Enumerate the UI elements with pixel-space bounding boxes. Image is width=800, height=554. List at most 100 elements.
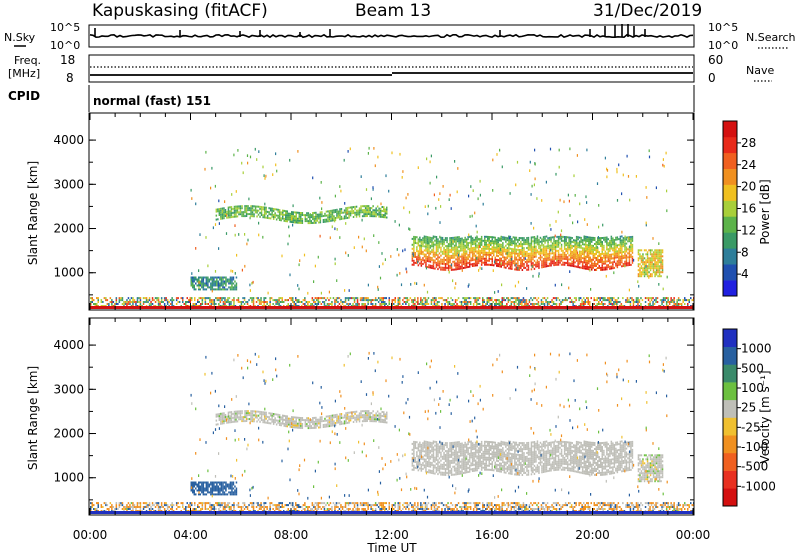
echo-cell	[583, 255, 585, 258]
echo-cell	[465, 264, 468, 267]
echo-cell	[241, 418, 243, 421]
echo-cell	[370, 211, 373, 214]
echo-cell	[541, 250, 543, 253]
echo-cell	[530, 246, 533, 249]
echo-cell	[331, 414, 334, 417]
echo-cell	[430, 301, 433, 303]
echo-cell	[225, 278, 227, 281]
echo-cell	[314, 264, 316, 268]
echo-cell	[340, 211, 343, 214]
echo-cell	[345, 222, 347, 225]
echo-cell	[298, 263, 300, 267]
echo-cell	[595, 259, 597, 261]
echo-cell	[577, 262, 579, 265]
echo-cell	[450, 256, 453, 259]
echo-cell	[406, 301, 409, 303]
echo-cell	[514, 260, 516, 263]
echo-cell	[496, 240, 498, 243]
echo-cell	[298, 217, 300, 220]
echo-cell	[218, 415, 221, 418]
echo-cell	[691, 299, 693, 302]
echo-cell	[517, 280, 520, 284]
echo-cell	[459, 267, 462, 270]
echo-cell	[642, 273, 644, 276]
echo-cell	[150, 303, 152, 305]
echo-cell	[583, 297, 585, 300]
echo-cell	[275, 214, 278, 217]
echo-cell	[455, 242, 457, 245]
echo-cell	[282, 422, 284, 425]
echo-cell	[591, 260, 593, 263]
echo-cell	[590, 288, 592, 291]
echo-cell	[496, 246, 498, 249]
echo-cell	[265, 216, 267, 219]
echo-cell	[262, 208, 264, 211]
echo-cell	[222, 278, 224, 281]
echo-cell	[566, 299, 568, 302]
echo-cell	[449, 261, 451, 263]
echo-cell	[192, 303, 194, 305]
echo-cell	[560, 255, 563, 258]
echo-cell	[601, 297, 603, 300]
echo-cell	[423, 297, 425, 300]
echo-cell	[514, 254, 516, 257]
echo-cell	[324, 212, 326, 215]
echo-cell	[274, 214, 276, 217]
echo-cell	[654, 261, 656, 264]
echo-cell	[662, 287, 664, 291]
echo-cell	[422, 237, 424, 240]
echo-cell	[461, 259, 463, 262]
echo-cell	[604, 260, 607, 263]
echo-cell	[263, 415, 266, 418]
echo-cell	[365, 188, 368, 191]
echo-cell	[488, 237, 490, 240]
echo-cell	[231, 276, 233, 279]
echo-cell	[250, 211, 252, 214]
echo-cell	[339, 185, 341, 188]
echo-cell	[547, 241, 549, 244]
echo-cell	[521, 253, 524, 256]
echo-cell	[563, 238, 566, 240]
echo-cell	[97, 299, 99, 302]
echo-cell	[461, 265, 463, 268]
echo-cell	[357, 209, 359, 212]
echo-cell	[300, 213, 302, 216]
echo-cell	[223, 211, 225, 214]
echo-cell	[523, 255, 525, 257]
echo-cell	[319, 234, 321, 238]
echo-cell	[355, 205, 358, 208]
echo-cell	[622, 257, 625, 259]
echo-cell	[260, 212, 263, 215]
echo-cell	[458, 250, 460, 252]
echo-cell	[520, 253, 522, 255]
echo-cell	[468, 251, 471, 254]
echo-cell	[289, 421, 291, 424]
echo-cell	[629, 245, 631, 249]
echo-cell	[594, 262, 596, 265]
echo-cell	[621, 247, 623, 250]
echo-cell	[500, 247, 502, 250]
echo-cell	[595, 251, 597, 253]
echo-cell	[613, 297, 615, 300]
echo-cell	[508, 235, 510, 238]
echo-cell	[447, 261, 450, 263]
echo-cell	[654, 267, 656, 270]
echo-cell	[635, 297, 638, 300]
echo-cell	[550, 252, 552, 255]
echo-cell	[600, 257, 602, 259]
echo-cell	[578, 240, 581, 243]
echo-cell	[228, 303, 231, 305]
echo-cell	[312, 218, 314, 220]
echo-cell	[310, 220, 313, 223]
echo-cell	[442, 185, 444, 188]
echo-cell	[201, 280, 203, 283]
echo-cell	[583, 239, 585, 242]
echo-cell	[624, 260, 626, 263]
echo-cell	[431, 257, 433, 259]
echo-cell	[522, 297, 525, 300]
echo-cell	[315, 219, 317, 222]
echo-cell	[484, 241, 486, 244]
echo-cell	[488, 253, 490, 256]
echo-cell	[331, 213, 334, 216]
echo-cell	[375, 211, 377, 214]
